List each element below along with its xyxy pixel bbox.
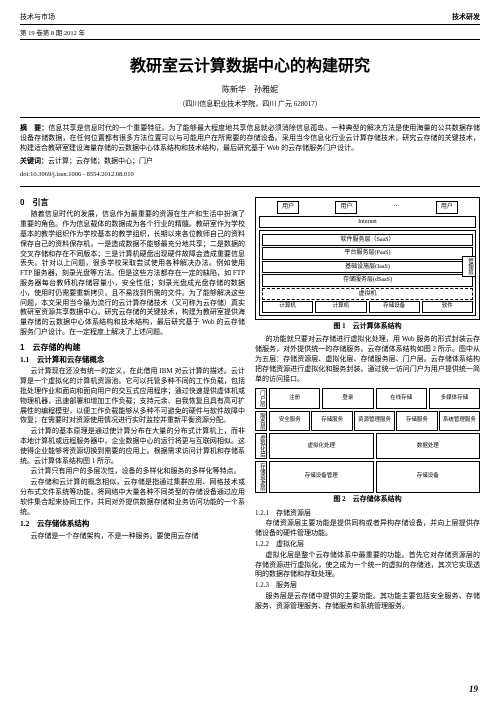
sec1-heading: 1 云存储的构建 [20,342,245,353]
fig2-item: 数据处理 [376,433,481,459]
fig1-layer: 平台服务层(PaaS) [262,247,473,259]
fig1-layer: 软件服务层（SaaS） [262,234,473,246]
fig2-item: 安全服务 [269,411,310,432]
fig2-item: 注册 [269,388,320,409]
fig2-item: 多媒体存储 [429,388,480,409]
fig2-item: 虚拟化处理 [269,433,374,459]
right-column: 用户 用户 … 用户 Internet 管理层 软件服务层（SaaS） 平台服务… [255,193,480,612]
page-number: 19 [469,684,478,694]
journal-name: 技术与市场 [20,12,55,22]
fig2-item: 登录 [322,388,373,409]
section-name: 技术研发 [452,12,480,22]
abstract-text: 信息共享是信息时代的一个重要特征。为了能够最大程度地共享信息就必须消除信息孤岛，… [20,124,480,152]
fig2-portal-label: 门户层 [255,388,267,409]
figure-1: 用户 用户 … 用户 Internet 管理层 软件服务层（SaaS） 平台服务… [255,197,480,331]
sec122-heading: 1.2.2 虚拟化层 [255,540,480,550]
sec123-heading: 1.2.3 服务层 [255,581,480,591]
sec121-heading: 1.2.1 存储资源层 [255,509,480,519]
doi: doi:10.3969/j.issn.1006 - 8554.2012.08.0… [20,171,480,178]
sec11-heading: 1.1 云计算和云存储概念 [20,355,245,366]
sec11-p1: 云计算现在还没有统一的定义，在此借用 IBM 对云计算的描述。云计算是一个虚拟化… [20,367,245,426]
sec123-p: 服务层是云存储中提供的主要功能。其功能主要包括安全服务、存储服务、资源管理服务、… [255,592,480,612]
abstract-label: 摘 要： [20,124,48,132]
sec11-p3: 云计算只有用户的多层次性，设备的多样化和服务的多样化等特点。 [20,467,245,477]
fig2-item: 系统管理服务 [439,411,480,432]
fig1-ellipsis: … [394,201,400,213]
fig1-caption: 图 1 云计算体系结构 [255,322,480,332]
sec12-p1: 云存储是一个存储架构，不是一种服务。要使用云存储 [20,532,245,542]
fig2-item: 在线存储 [376,388,427,409]
fig1-layer: 基础设施层(IaaS) [262,261,473,273]
fig1-user: 用户 [436,201,458,213]
fig1-mgmt-layer: 管理层 [462,256,476,277]
fig2-item: 资源管理服务 [354,411,395,432]
fig2-virtual-label: 虚拟化层 [255,433,267,459]
fig2-caption: 图 2 云存储体系结构 [255,495,480,505]
issue-info: 第 19 卷第 8 期 2012 年 [20,27,480,40]
fig1-bottom-item: 计算机 [315,301,366,313]
left-column: 0 引言 随着信息时代的发展，信息作为最重要的资源在生产和生活中扮演了重要的角色… [20,193,245,612]
figure-2: 门户层 注册 登录 在线存储 多媒体存储 服务层 安全服务 存储服务 [255,388,480,504]
fig1-vm: 虚拟机 [262,288,473,300]
sec12-heading: 1.2 云存储体系结构 [20,519,245,530]
sec0-p1: 随着信息时代的发展，信息作为最重要的资源在生产和生活中扮演了重要的角色。作为信息… [20,210,245,337]
fig1-bottom-item: 计算机 [262,301,313,313]
sec11-p4: 云存储和云计算的概念相似，云存储是指通过集群应用、网格技术或分布式文件系统等功能… [20,478,245,517]
sec11-p2: 云计算的基本原理是通过使计算分布在大量的分布式计算机上，而非本地计算机或远程服务… [20,427,245,466]
fig1-bottom-item: 软件 [422,301,473,313]
authors: 陈新华 孙雅妮 [20,84,480,95]
paper-title: 教研室云计算数据中心的构建研究 [20,52,480,76]
fig1-user: 用户 [335,201,357,213]
fig2-item: 存储设备 [376,461,481,493]
fig1-user: 用户 [277,201,299,213]
fig1-layer: 存储服务层(dSaaS) [262,274,473,286]
sec0-heading: 0 引言 [20,197,245,208]
keywords-label: 关键词： [20,157,48,165]
sec122-p: 虚拟化层是整个云存储体系中最重要的功能。首先它对存储资源层的存储资源进行虚拟化，… [255,551,480,580]
fig2-item: 存储服务 [311,411,352,432]
affiliation: （四川信息职业技术学院，四川 广元 628017） [20,99,480,109]
col2-p1: 的功能就只要对云存储进行虚拟化处理，用 Web 服务的形式封装云存储服务，对外提… [255,335,480,384]
fig2-item: 存储服务 [396,411,437,432]
sec121-p: 存储资源层主要功能是提供同构或者异构存储设备，并向上层提供存储设备的硬件管理功能… [255,519,480,539]
keywords-text: 云计算；云存储；数据中心；门户 [48,157,153,165]
fig1-bottom-item: 存储设备 [369,301,420,313]
fig2-item: 存储设备管理 [269,461,374,493]
fig2-storage-label: 存储资源层 [255,461,267,493]
keywords: 关键词：云计算；云存储；数据中心；门户 [20,157,480,167]
page-header: 技术与市场 技术研发 [20,12,480,25]
fig2-service-label: 服务层 [255,411,267,432]
abstract: 摘 要：信息共享是信息时代的一个重要特征。为了能够最大程度地共享信息就必须消除信… [20,124,480,153]
fig1-internet: Internet [259,216,476,228]
